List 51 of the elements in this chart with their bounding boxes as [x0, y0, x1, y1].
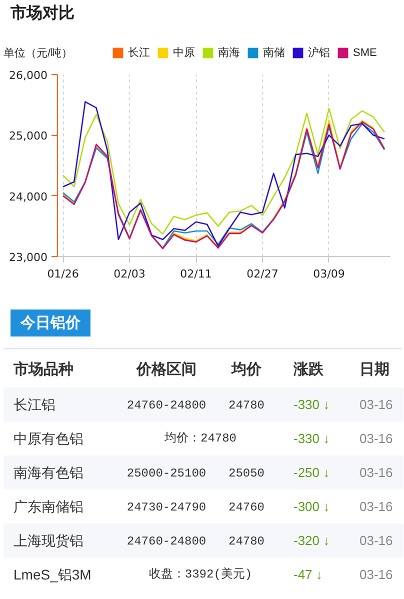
- text: 03-16: [360, 465, 393, 480]
- category-label: 均价: [230, 361, 262, 378]
- text: 03-16: [360, 499, 393, 514]
- text: 收盘：3392(美元): [148, 568, 252, 582]
- category-label: 价格区间: [136, 361, 196, 378]
- text: -330 ↓: [294, 397, 330, 412]
- legend-label: 中原: [173, 46, 195, 60]
- legend-label: 南储: [263, 46, 285, 60]
- chart-title: 市场对比: [10, 4, 74, 22]
- y-axis-title: 单位（元/吨）: [4, 46, 73, 60]
- category-label: 日期: [360, 361, 390, 378]
- category-label: 涨跌: [292, 361, 324, 378]
- text: 03-16: [360, 567, 393, 582]
- text: -250 ↓: [294, 465, 330, 480]
- text: LmeS_铝3M: [14, 566, 92, 582]
- x-tick-label: 03/09: [313, 268, 345, 280]
- x-tick-label: 02/27: [246, 268, 278, 280]
- text: -300 ↓: [294, 499, 330, 514]
- category-label: 市场品种: [12, 360, 74, 378]
- y-tick-label: 24,000: [9, 190, 48, 204]
- text: 广东南储铝: [14, 498, 84, 514]
- text: 24760: [228, 500, 265, 514]
- text: 中原有色铝: [14, 430, 84, 446]
- text: 24780: [228, 398, 265, 412]
- y-tick-label: 25,000: [9, 130, 48, 143]
- text: 24760-24800: [126, 398, 206, 412]
- text: 24760-24800: [126, 534, 206, 548]
- text: 今日铝价: [20, 314, 82, 332]
- text: -330 ↓: [294, 431, 330, 446]
- text: 24780: [228, 534, 265, 548]
- legend-label: SME: [353, 46, 377, 59]
- x-tick-label: 01/26: [47, 268, 79, 280]
- text: -47 ↓: [294, 567, 322, 582]
- x-tick-label: 02/11: [180, 268, 212, 280]
- text: 03-16: [360, 397, 393, 412]
- x-tick-label: 02/03: [114, 268, 146, 280]
- text: 均价：24780: [164, 432, 237, 446]
- text: 上海现货铝: [14, 532, 84, 548]
- y-tick-label: 23,000: [9, 251, 48, 264]
- y-tick-label: 26,000: [9, 69, 48, 82]
- legend-label: 沪铝: [308, 46, 330, 60]
- text: 长江铝: [14, 396, 56, 412]
- text: 24730-24790: [126, 500, 206, 514]
- text: 25000-25100: [126, 466, 206, 480]
- text: 25050: [228, 466, 265, 480]
- text: 03-16: [360, 431, 393, 446]
- legend-label: 南海: [218, 46, 240, 60]
- text: 南海有色铝: [14, 464, 84, 480]
- text: 03-16: [360, 533, 393, 548]
- text: -320 ↓: [294, 533, 330, 548]
- legend-label: 长江: [128, 46, 150, 60]
